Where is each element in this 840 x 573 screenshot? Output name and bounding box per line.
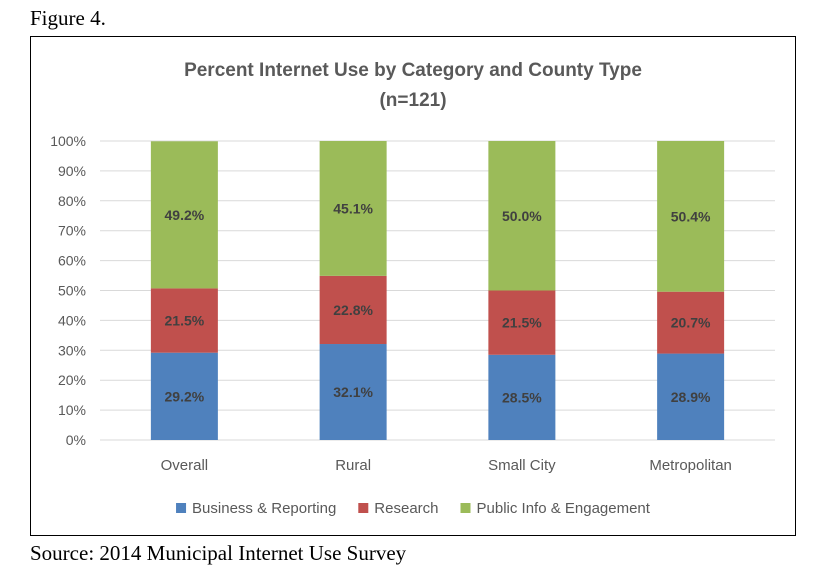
- x-tick-label: Metropolitan: [649, 457, 732, 474]
- data-label-business-reporting-overall: 29.2%: [165, 388, 205, 404]
- y-tick-label: 40%: [58, 312, 86, 328]
- data-label-research-rural: 22.8%: [333, 302, 373, 318]
- y-tick-label: 50%: [58, 283, 86, 299]
- bar-business-reporting-rural: [319, 344, 387, 440]
- data-label-research-overall: 21.5%: [165, 313, 205, 329]
- x-tick-label: Overall: [161, 457, 209, 474]
- x-tick-label: Rural: [335, 457, 371, 474]
- x-axis: Overall Rural Small City Metropolitan: [161, 457, 732, 474]
- y-tick-label: 0%: [66, 432, 86, 448]
- y-tick-label: 70%: [58, 223, 86, 239]
- chart-subtitle: (n=121): [379, 90, 446, 111]
- data-label-business-reporting-metropolitan: 28.9%: [671, 389, 711, 405]
- legend-label-public-info-engagement: Public Info & Engagement: [477, 500, 651, 517]
- y-tick-label: 100%: [50, 133, 86, 149]
- data-label-research-metropolitan: 20.7%: [671, 315, 711, 331]
- y-tick-label: 30%: [58, 342, 86, 358]
- legend-swatch-public-info-engagement: [460, 503, 471, 513]
- y-tick-label: 60%: [58, 253, 86, 269]
- bar-research-overall: [150, 288, 218, 353]
- bar-research-small-city: [488, 290, 556, 355]
- figure-label: Figure 4.: [30, 6, 106, 30]
- source-note: Source: 2014 Municipal Internet Use Surv…: [30, 541, 407, 565]
- data-label-business-reporting-small-city: 28.5%: [502, 389, 542, 405]
- bar-research-rural: [319, 275, 387, 345]
- data-label-public-info-engagement-metropolitan: 50.4%: [671, 208, 711, 224]
- data-labels: 29.2% 21.5% 49.2% 32.1% 22.8% 45.1% 28.5% 21.5%…: [165, 200, 711, 405]
- data-label-public-info-engagement-rural: 45.1%: [333, 200, 373, 216]
- bar-business-reporting-overall: [150, 352, 218, 440]
- data-label-public-info-engagement-overall: 49.2%: [165, 207, 205, 223]
- data-label-public-info-engagement-small-city: 50.0%: [502, 208, 542, 224]
- legend-swatch-business-reporting: [176, 503, 187, 513]
- legend-label-research: Research: [374, 500, 438, 517]
- y-tick-label: 90%: [58, 163, 86, 179]
- data-label-research-small-city: 21.5%: [502, 315, 542, 331]
- y-tick-label: 80%: [58, 193, 86, 209]
- bar-business-reporting-metropolitan: [657, 353, 725, 440]
- bar-business-reporting-small-city: [488, 354, 556, 440]
- legend-label-business-reporting: Business & Reporting: [192, 500, 336, 517]
- bar-public-info-engagement-metropolitan: [657, 141, 725, 292]
- y-tick-label: 20%: [58, 372, 86, 388]
- bar-public-info-engagement-small-city: [488, 141, 556, 291]
- x-tick-label: Small City: [488, 457, 556, 474]
- legend: Business & Reporting Research Public Info …: [176, 500, 651, 517]
- bar-public-info-engagement-overall: [150, 141, 218, 289]
- chart-frame: [30, 36, 796, 536]
- bar-public-info-engagement-rural: [319, 141, 387, 276]
- y-tick-label: 10%: [58, 402, 86, 418]
- legend-swatch-research: [358, 503, 369, 513]
- y-axis: 0% 10% 20% 30% 40% 50% 60% 70% 80% 90% 100%: [50, 133, 86, 448]
- bar-research-metropolitan: [657, 291, 725, 354]
- data-label-business-reporting-rural: 32.1%: [333, 384, 373, 400]
- chart-title: Percent Internet Use by Category and Cou…: [184, 60, 642, 81]
- bars: [150, 141, 725, 440]
